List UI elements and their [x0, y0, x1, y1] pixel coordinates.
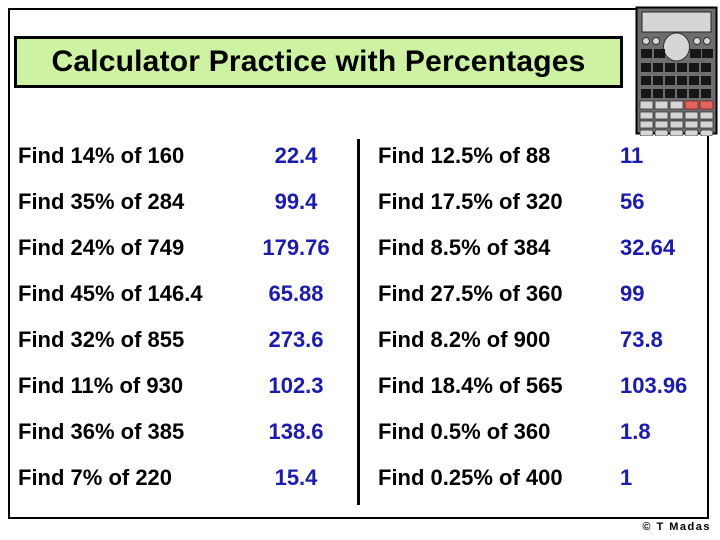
- problem-answer: 179.76: [262, 235, 330, 260]
- problem-question: Find 0.5% of 360: [378, 419, 551, 444]
- problem-row: Find 27.5% of 360 99: [378, 281, 709, 309]
- problem-question: Find 27.5% of 360: [378, 281, 563, 306]
- problem-row: Find 8.2% of 900 73.8: [378, 327, 709, 355]
- problem-answer: 138.6: [268, 419, 324, 444]
- problem-answer: 1.8: [620, 419, 651, 444]
- problem-row: Find 12.5% of 88 11: [378, 143, 709, 171]
- problem-row: Find 35% of 284 99.4: [18, 189, 357, 217]
- problem-question: Find 17.5% of 320: [378, 189, 563, 214]
- problem-question: Find 8.5% of 384: [378, 235, 551, 260]
- copyright-credit: © T Madas: [642, 521, 711, 533]
- problem-question: Find 0.25% of 400: [378, 465, 563, 490]
- problem-question: Find 32% of 855: [18, 327, 185, 352]
- problem-row: Find 32% of 855 273.6: [18, 327, 357, 355]
- problem-question: Find 24% of 749: [18, 235, 185, 260]
- slide-border: [8, 8, 709, 519]
- page-title: Calculator Practice with Percentages: [51, 45, 586, 78]
- problem-row: Find 45% of 146.4 65.88: [18, 281, 357, 309]
- title-banner: Calculator Practice with Percentages: [14, 36, 623, 88]
- problem-row: Find 0.5% of 360 1.8: [378, 419, 709, 447]
- problem-answer: 99: [620, 281, 645, 306]
- problem-question: Find 7% of 220: [18, 465, 173, 490]
- problem-row: Find 8.5% of 384 32.64: [378, 235, 709, 263]
- problem-question: Find 14% of 160: [18, 143, 185, 168]
- problem-question: Find 12.5% of 88: [378, 143, 551, 168]
- problem-row: Find 17.5% of 320 56: [378, 189, 709, 217]
- problems-column-left: Find 14% of 160 22.4 Find 35% of 284 99.4 Fi…: [18, 143, 357, 513]
- problem-answer: 103.96: [620, 373, 688, 398]
- problem-question: Find 36% of 385: [18, 419, 185, 444]
- problem-answer: 1: [620, 465, 633, 490]
- problem-row: Find 18.4% of 565 103.96: [378, 373, 709, 401]
- problem-question: Find 18.4% of 565: [378, 373, 563, 398]
- problem-answer: 11: [620, 143, 644, 168]
- problem-row: Find 11% of 930 102.3: [18, 373, 357, 401]
- problem-row: Find 36% of 385 138.6: [18, 419, 357, 447]
- problem-answer: 99.4: [274, 189, 318, 214]
- problem-answer: 15.4: [274, 465, 318, 490]
- calculator-icon: [635, 6, 718, 136]
- problem-question: Find 11% of 930: [18, 373, 184, 398]
- problem-row: Find 0.25% of 400 1: [378, 465, 709, 493]
- problem-question: Find 45% of 146.4: [18, 281, 203, 306]
- problem-answer: 273.6: [268, 327, 324, 352]
- problem-row: Find 7% of 220 15.4: [18, 465, 357, 493]
- problem-answer: 56: [620, 189, 645, 214]
- problem-answer: 65.88: [268, 281, 324, 306]
- problem-row: Find 14% of 160 22.4: [18, 143, 357, 171]
- problem-answer: 73.8: [620, 327, 663, 352]
- problem-answer: 22.4: [274, 143, 318, 168]
- problem-answer: 32.64: [620, 235, 676, 260]
- problem-question: Find 35% of 284: [18, 189, 185, 214]
- column-divider: [357, 139, 360, 505]
- problem-question: Find 8.2% of 900: [378, 327, 551, 352]
- problems-column-right: Find 12.5% of 88 11 Find 17.5% of 320 56 Fin…: [378, 143, 709, 513]
- problem-row: Find 24% of 749 179.76: [18, 235, 357, 263]
- problem-answer: 102.3: [268, 373, 324, 398]
